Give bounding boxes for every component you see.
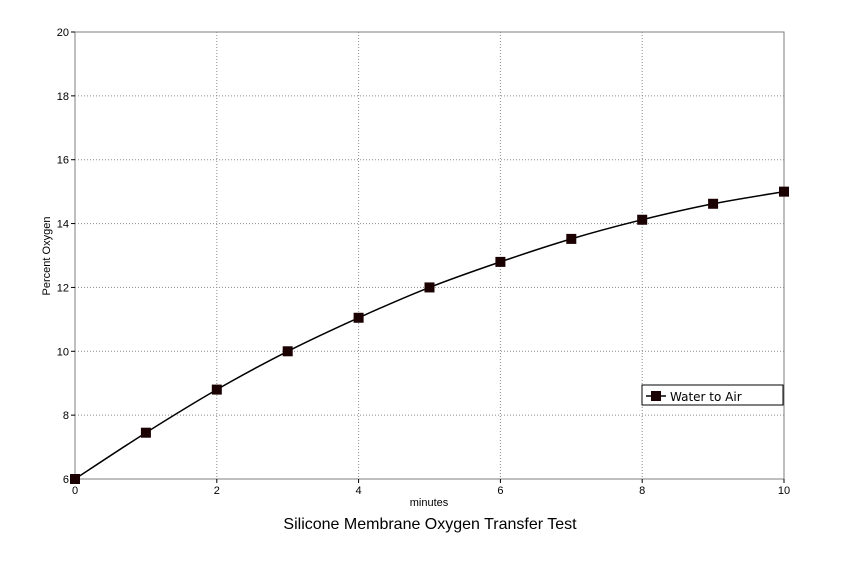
data-point-marker (495, 256, 506, 267)
x-tick-label: 2 (214, 485, 220, 497)
x-tick-label: 10 (778, 485, 790, 497)
data-point-marker (70, 474, 80, 484)
y-tick-label: 10 (57, 346, 69, 358)
data-point-marker (708, 198, 719, 209)
legend-box (641, 384, 784, 406)
y-tick-label: 6 (63, 474, 69, 486)
y-axis: 6 8 10 12 14 16 18 20 (57, 27, 75, 486)
y-tick-label: 8 (63, 410, 69, 422)
data-point-marker (353, 312, 364, 323)
x-axis-label: minutes (410, 497, 449, 509)
y-tick-label: 18 (57, 91, 69, 103)
series-layer (70, 186, 789, 484)
legend: Water to Air (641, 384, 784, 406)
legend-marker (651, 391, 661, 401)
data-point-marker (211, 384, 222, 395)
y-axis-label: Percent Oxygen (41, 217, 53, 296)
data-point-marker (637, 214, 648, 225)
data-point-marker (566, 233, 577, 244)
x-tick-label: 8 (639, 485, 645, 497)
data-point-marker (140, 427, 151, 438)
y-tick-label: 12 (57, 282, 69, 294)
x-tick-label: 0 (72, 485, 78, 497)
legend-label-water-to-air: Water to Air (670, 390, 742, 404)
plot-background (74, 31, 785, 480)
data-point-marker (282, 346, 293, 357)
y-tick-label: 20 (57, 27, 69, 39)
y-tick-label: 16 (57, 155, 69, 167)
y-tick-label: 14 (57, 219, 69, 231)
x-tick-label: 4 (356, 485, 362, 497)
chart-title: Silicone Membrane Oxygen Transfer Test (283, 516, 577, 533)
x-axis: 0 2 4 6 8 10 (72, 479, 790, 497)
data-point-marker (779, 186, 789, 197)
x-tick-label: 6 (497, 485, 503, 497)
data-point-marker (424, 282, 435, 293)
